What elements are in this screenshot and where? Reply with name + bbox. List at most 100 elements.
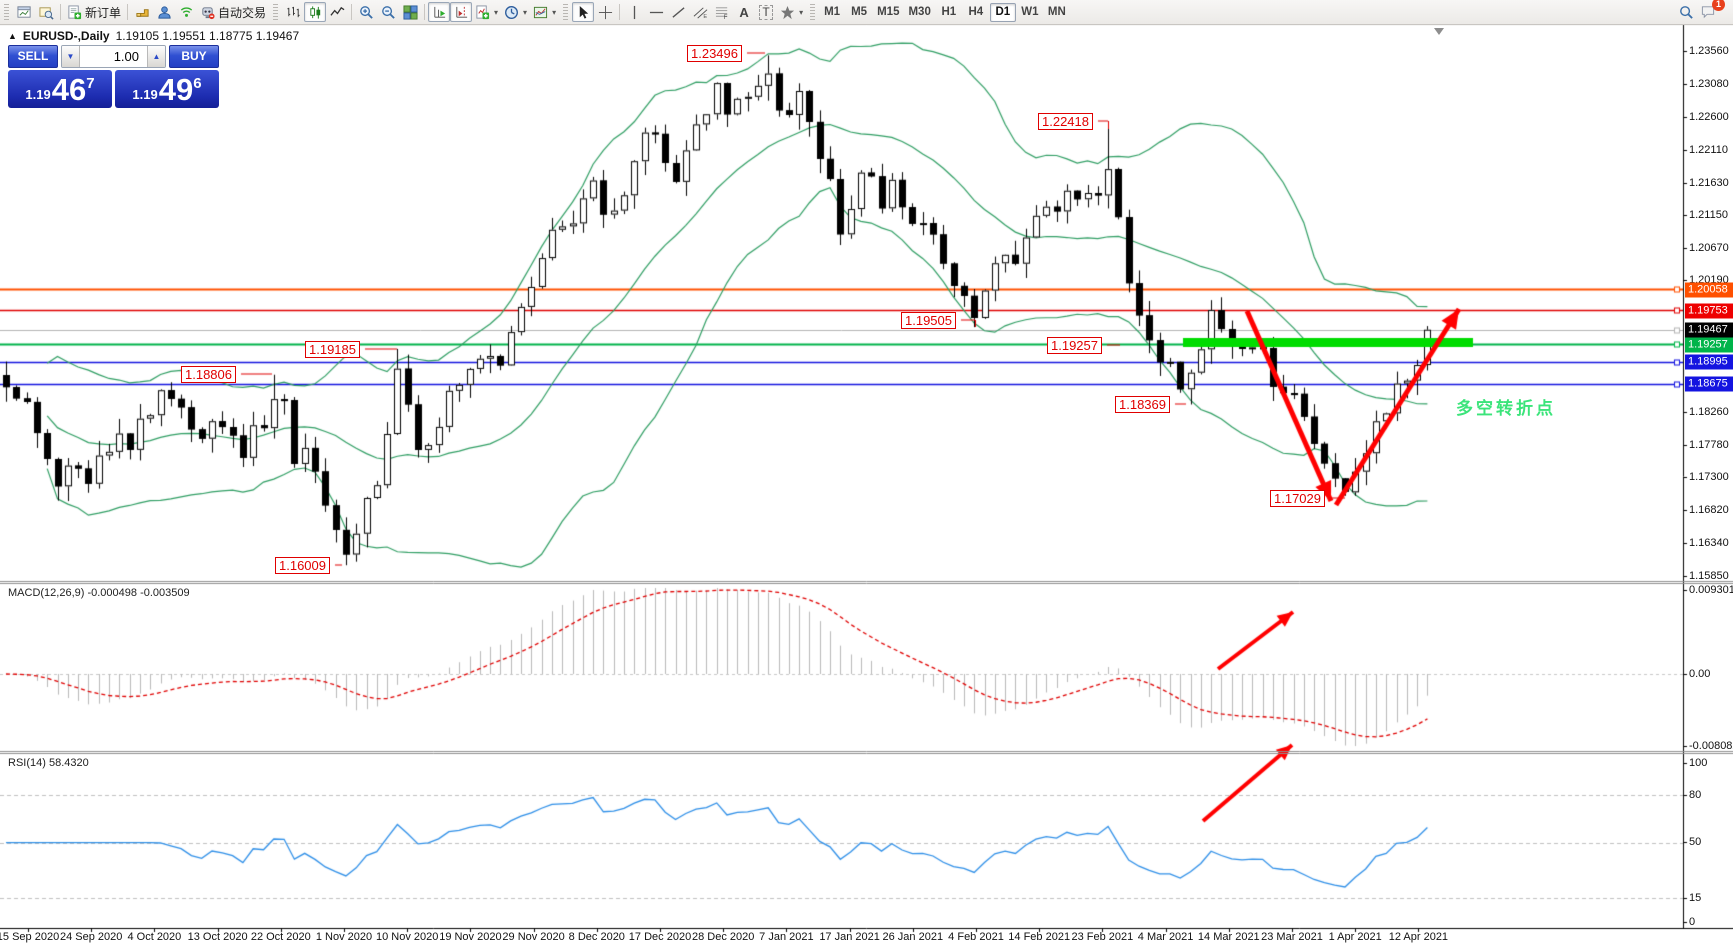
zoom-in-icon [359, 5, 374, 20]
price-annotation[interactable]: 1.18369 [1115, 396, 1170, 413]
autotrading-button[interactable]: 自动交易 [197, 2, 269, 22]
templates-button[interactable]: ▾ [530, 2, 559, 22]
chart-shift-marker[interactable] [1434, 28, 1444, 35]
trendline-icon [671, 5, 686, 20]
signals-button[interactable] [175, 2, 197, 22]
svg-text:E: E [703, 14, 707, 20]
autotrading-icon [200, 5, 215, 20]
notification-badge[interactable]: 1 [1712, 0, 1725, 11]
price-annotation[interactable]: 1.16009 [275, 557, 330, 574]
tile-windows-button[interactable] [399, 2, 421, 22]
periods-button[interactable]: ▾ [501, 2, 530, 22]
community-icon [157, 5, 172, 20]
sell-price-big: 46 [51, 72, 87, 107]
timeframe-h1[interactable]: H1 [936, 3, 962, 22]
toolbar-grip[interactable] [563, 4, 569, 20]
price-axis-label: 1.21630 [1689, 177, 1729, 189]
price-axis-label: 1.17780 [1689, 439, 1729, 451]
bar-chart-button[interactable] [282, 2, 304, 22]
fibonacci-button[interactable]: F [711, 2, 733, 22]
price-axis-label: 1.22600 [1689, 111, 1729, 123]
auto-scroll-button[interactable] [428, 2, 451, 22]
main-toolbar: 新订单 自动交易 ▾ ▾ [0, 0, 1733, 25]
text-label-icon: T [759, 4, 773, 20]
volume-decrease-button[interactable]: ▼ [62, 46, 80, 67]
text-icon: A [739, 4, 749, 20]
horizontal-line-button[interactable] [645, 2, 667, 22]
toolbar-separator [127, 4, 129, 20]
turning-point-note[interactable]: 多空转折点 [1456, 399, 1556, 418]
candlestick-chart-button[interactable] [304, 2, 327, 22]
macd-axis-label: 0.009301 [1689, 584, 1733, 596]
timeframe-group: M1 M5 M15 M30 H1 H4 D1 W1 MN [819, 2, 1070, 22]
price-annotation[interactable]: 1.22418 [1038, 113, 1093, 130]
arrows-button[interactable]: ▾ [777, 2, 806, 22]
date-axis-label: 29 Nov 2020 [502, 931, 565, 943]
line-chart-button[interactable] [326, 2, 348, 22]
toolbar-grip[interactable] [4, 4, 9, 20]
auto-scroll-icon [432, 5, 447, 20]
bar-chart-icon [286, 5, 301, 20]
toolbar-grip[interactable] [810, 4, 816, 20]
new-order-button[interactable]: 新订单 [64, 2, 124, 22]
one-click-collapse-icon[interactable]: ▲ [8, 31, 17, 41]
price-axis-label: 1.17300 [1689, 471, 1729, 483]
price-annotation[interactable]: 1.19257 [1047, 337, 1102, 354]
buy-price-block[interactable]: 1.19 49 6 [115, 70, 219, 108]
rsi-axis-label: 80 [1689, 789, 1702, 801]
rsi-axis-label: 15 [1689, 892, 1702, 904]
svg-text:F: F [723, 14, 727, 20]
crosshair-icon [598, 5, 613, 20]
price-axis-label: 1.21150 [1689, 209, 1728, 221]
toolbar-separator [60, 4, 61, 20]
timeframe-m1[interactable]: M1 [819, 3, 845, 22]
zoom-out-button[interactable] [377, 2, 399, 22]
timeframe-h4[interactable]: H4 [963, 3, 989, 22]
text-label-button[interactable]: T [755, 2, 777, 22]
vertical-line-button[interactable] [623, 2, 645, 22]
indicators-button[interactable]: ▾ [472, 2, 501, 22]
timeframe-d1[interactable]: D1 [989, 2, 1016, 22]
community-button[interactable] [153, 2, 175, 22]
buy-button[interactable]: BUY [169, 45, 219, 68]
search-button[interactable] [1675, 2, 1697, 22]
arrows-icon [780, 5, 795, 20]
timeframe-m15[interactable]: M15 [873, 3, 903, 22]
date-axis-label: 12 Apr 2021 [1388, 931, 1449, 943]
price-annotation[interactable]: 1.17029 [1270, 490, 1325, 507]
new-chart-icon [16, 5, 32, 20]
macd-axis-label: -0.008082 [1689, 740, 1733, 752]
date-axis-label: 4 Mar 2021 [1137, 931, 1194, 943]
volume-increase-button[interactable]: ▲ [147, 46, 165, 67]
buy-price-sup: 6 [193, 75, 202, 92]
crosshair-button[interactable] [594, 2, 616, 22]
ohlc-values: 1.19105 1.19551 1.18775 1.19467 [115, 29, 300, 43]
toolbar-separator [424, 4, 426, 20]
volume-input[interactable] [80, 46, 147, 67]
zoom-in-button[interactable] [355, 2, 377, 22]
price-axis-label: 1.20670 [1689, 242, 1729, 254]
cursor-button[interactable] [572, 2, 595, 22]
profiles-button[interactable] [35, 2, 57, 22]
market-depth-button[interactable] [131, 2, 153, 22]
sell-price-block[interactable]: 1.19 46 7 [8, 70, 112, 108]
date-axis-label: 19 Nov 2020 [439, 931, 502, 943]
timeframe-mn[interactable]: MN [1044, 3, 1070, 22]
timeframe-m30[interactable]: M30 [904, 3, 934, 22]
text-button[interactable]: A [733, 2, 755, 22]
toolbar-separator [619, 4, 621, 20]
channel-button[interactable]: E [689, 2, 711, 22]
timeframe-w1[interactable]: W1 [1017, 3, 1043, 22]
price-annotation[interactable]: 1.18806 [181, 366, 236, 383]
chart-shift-button[interactable] [450, 2, 473, 22]
date-axis-label: 15 Sep 2020 [0, 931, 60, 943]
timeframe-m5[interactable]: M5 [846, 3, 872, 22]
price-annotation[interactable]: 1.19185 [305, 341, 360, 358]
price-annotation[interactable]: 1.23496 [687, 45, 742, 62]
trendline-button[interactable] [667, 2, 689, 22]
new-chart-button[interactable] [13, 2, 35, 22]
sell-button[interactable]: SELL [8, 45, 58, 68]
price-annotation[interactable]: 1.19505 [901, 312, 956, 329]
toolbar-grip[interactable] [273, 4, 279, 20]
